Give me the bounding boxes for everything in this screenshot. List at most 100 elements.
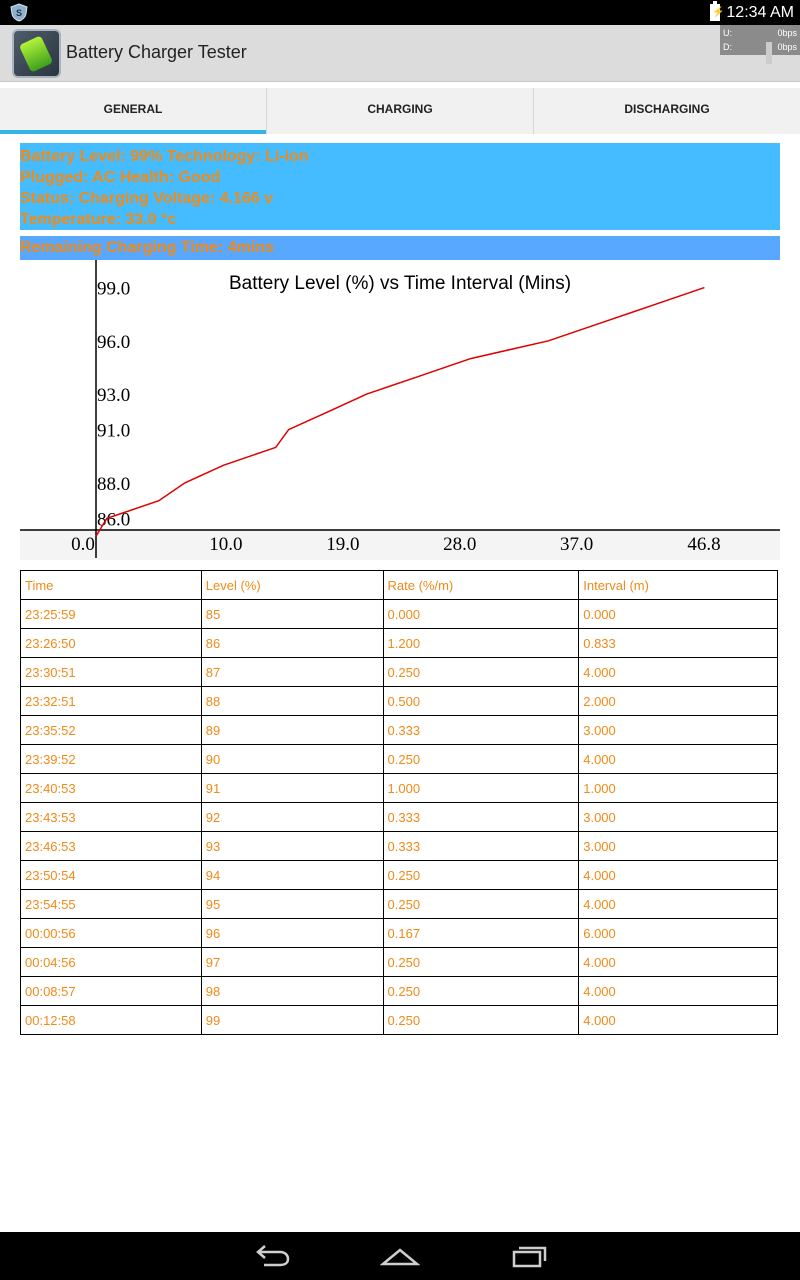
cell-time: 23:35:52 — [20, 715, 202, 745]
tab-discharging[interactable]: DISCHARGING — [624, 102, 710, 116]
cell-time: 23:43:53 — [20, 802, 202, 832]
cell-time: 23:25:59 — [20, 599, 202, 629]
table-row: 23:40:53 91 1.000 1.000 — [20, 773, 778, 803]
svg-text:S: S — [16, 8, 22, 18]
navigation-bar — [0, 1232, 800, 1280]
cell-time: 23:26:50 — [20, 628, 202, 658]
cell-rate: 0.250 — [382, 947, 580, 977]
table-row: 23:26:50 86 1.200 0.833 — [20, 628, 778, 658]
cell-time: 23:50:54 — [20, 860, 202, 890]
tab-general[interactable]: GENERAL — [0, 88, 267, 134]
y-tick-labels: 86.0 88.0 91.0 93.0 96.0 99.0 — [97, 279, 130, 531]
table-row: 23:30:51 87 0.250 4.000 — [20, 657, 778, 687]
cell-rate: 0.167 — [382, 918, 580, 948]
tab-bar: GENERAL CHARGING DISCHARGING — [0, 88, 800, 134]
cell-level: 89 — [200, 715, 384, 745]
x-tick-label: 10.0 — [209, 534, 242, 555]
status-time: 12:34 AM — [726, 3, 794, 21]
info-line-plugged: Plugged: AC Health: Good — [20, 169, 221, 186]
tab-charging[interactable]: CHARGING — [267, 88, 534, 134]
x-tick-label: 28.0 — [443, 534, 476, 555]
cell-rate: 0.500 — [382, 686, 580, 716]
table-row: 23:46:53 93 0.333 3.000 — [20, 831, 778, 861]
battery-app-icon[interactable] — [12, 29, 61, 78]
battery-chart: Battery Level (%) vs Time Interval (Mins… — [20, 260, 780, 560]
upload-label: U: — [723, 28, 732, 38]
network-speed-widget: U: 0bps D: 0bps — [720, 25, 800, 55]
table-row: 00:04:56 97 0.250 4.000 — [20, 947, 778, 977]
cell-interval: 4.000 — [578, 889, 778, 919]
cell-time: 00:08:57 — [20, 976, 202, 1006]
cell-level: 91 — [200, 773, 384, 803]
y-tick-label: 88.0 — [97, 474, 130, 495]
cell-interval: 4.000 — [578, 744, 778, 774]
recent-apps-icon[interactable] — [509, 1242, 549, 1270]
x-tick-label: 19.0 — [326, 534, 359, 555]
info-line-temperature: Temperature: 33.0 °c — [20, 211, 177, 228]
download-value: 0bps — [777, 42, 797, 52]
cell-rate: 0.333 — [382, 715, 580, 745]
x-tick-label: 0.0 — [71, 534, 95, 555]
remaining-time: Remaining Charging Time: 4mins — [20, 236, 780, 260]
action-bar: Battery Charger Tester U: 0bps D: 0bps — [0, 25, 800, 82]
table-row: 23:54:55 95 0.250 4.000 — [20, 889, 778, 919]
x-tick-labels: 0.0 10.0 19.0 28.0 37.0 46.8 — [71, 534, 721, 555]
cell-rate: 0.250 — [382, 889, 580, 919]
cell-interval: 6.000 — [578, 918, 778, 948]
cell-rate: 1.200 — [382, 628, 580, 658]
cell-interval: 3.000 — [578, 802, 778, 832]
y-tick-label: 99.0 — [97, 279, 130, 300]
y-tick-label: 93.0 — [97, 385, 130, 406]
back-icon[interactable] — [252, 1242, 292, 1270]
network-activity-bar — [766, 42, 772, 64]
chart-title: Battery Level (%) vs Time Interval (Mins… — [229, 273, 571, 294]
y-tick-label: 86.0 — [97, 509, 130, 530]
cell-level: 86 — [200, 628, 384, 658]
app-title: Battery Charger Tester — [66, 42, 247, 62]
charge-log-table: Time Level (%) Rate (%/m) Interval (m) 2… — [20, 570, 778, 1035]
cell-rate: 0.250 — [382, 1005, 580, 1035]
table-row: 23:50:54 94 0.250 4.000 — [20, 860, 778, 890]
header-time: Time — [20, 570, 202, 600]
cell-level: 92 — [200, 802, 384, 832]
table-row: 00:00:56 96 0.167 6.000 — [20, 918, 778, 948]
cell-rate: 0.250 — [382, 976, 580, 1006]
cell-rate: 0.250 — [382, 860, 580, 890]
cell-interval: 4.000 — [578, 860, 778, 890]
cell-level: 90 — [200, 744, 384, 774]
cell-rate: 0.333 — [382, 802, 580, 832]
cell-level: 98 — [200, 976, 384, 1006]
x-tick-label: 46.8 — [687, 534, 720, 555]
cell-level: 94 — [200, 860, 384, 890]
cell-time: 23:54:55 — [20, 889, 202, 919]
header-rate: Rate (%/m) — [382, 570, 580, 600]
chart-svg: Battery Level (%) vs Time Interval (Mins… — [20, 260, 780, 560]
table-row: 00:08:57 98 0.250 4.000 — [20, 976, 778, 1006]
cell-time: 00:12:58 — [20, 1005, 202, 1035]
table-row: 23:25:59 85 0.000 0.000 — [20, 599, 778, 629]
cell-interval: 1.000 — [578, 773, 778, 803]
cell-rate: 0.250 — [382, 744, 580, 774]
cell-time: 23:32:51 — [20, 686, 202, 716]
cell-interval: 4.000 — [578, 947, 778, 977]
cell-interval: 4.000 — [578, 1005, 778, 1035]
cell-level: 88 — [200, 686, 384, 716]
header-interval: Interval (m) — [578, 570, 778, 600]
cell-level: 99 — [200, 1005, 384, 1035]
download-label: D: — [723, 42, 732, 52]
shield-icon: S — [10, 3, 28, 22]
cell-interval: 3.000 — [578, 715, 778, 745]
y-tick-label: 96.0 — [97, 332, 130, 353]
table-header-row: Time Level (%) Rate (%/m) Interval (m) — [20, 570, 778, 600]
cell-level: 97 — [200, 947, 384, 977]
upload-value: 0bps — [777, 28, 797, 38]
cell-interval: 4.000 — [578, 657, 778, 687]
x-tick-label: 37.0 — [560, 534, 593, 555]
cell-level: 96 — [200, 918, 384, 948]
cell-level: 87 — [200, 657, 384, 687]
cell-time: 23:39:52 — [20, 744, 202, 774]
home-icon[interactable] — [380, 1242, 420, 1270]
cell-interval: 0.833 — [578, 628, 778, 658]
table-row: 23:35:52 89 0.333 3.000 — [20, 715, 778, 745]
info-line-status: Status: Charging Voltage: 4.166 v — [20, 190, 274, 207]
